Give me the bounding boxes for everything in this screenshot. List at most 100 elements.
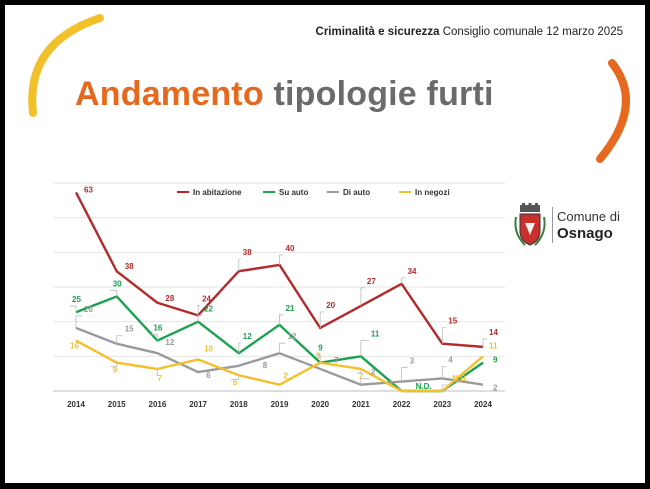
data-label: N.D. <box>452 374 468 383</box>
leader-line <box>316 354 321 363</box>
leader-line <box>75 315 82 328</box>
data-label: 12 <box>288 332 297 341</box>
x-tick-label: 2017 <box>189 400 207 409</box>
x-tick-label: 2015 <box>108 400 126 409</box>
series-line <box>75 339 484 393</box>
crest-icon <box>514 203 546 246</box>
yellow-arc <box>28 14 104 117</box>
data-label: 27 <box>367 277 376 286</box>
data-label: 25 <box>72 295 81 304</box>
leader-line <box>482 338 487 347</box>
data-label: 30 <box>113 279 122 288</box>
leader-line <box>319 311 325 328</box>
x-tick-label: 2022 <box>393 400 411 409</box>
data-label: 11 <box>371 329 380 338</box>
leader-line <box>155 368 158 376</box>
leader-line <box>70 305 77 313</box>
header-rest: Consiglio comunale 12 marzo 2025 <box>442 26 623 38</box>
logo-line1: Comune di <box>557 209 620 224</box>
leader-line <box>238 258 241 272</box>
leader-line <box>238 342 241 354</box>
leader-line <box>360 378 369 385</box>
x-tick-label: 2018 <box>230 400 248 409</box>
line-chart: 2014 2015 2016 2017 2018 2019 2020 2021 2022 2023… <box>53 182 505 409</box>
x-tick-label: 2016 <box>149 400 167 409</box>
decorative-arcs <box>28 14 630 163</box>
leader-line <box>279 254 284 265</box>
x-tick-label: 2014 <box>67 400 85 409</box>
leader-line <box>151 334 158 341</box>
data-label: 3 <box>410 357 415 366</box>
leader-line <box>360 287 365 306</box>
data-label: 9 <box>318 344 323 353</box>
x-tick-label: 2019 <box>271 400 289 409</box>
leader-line <box>401 277 406 284</box>
data-label: 7 <box>334 356 339 365</box>
leader-line <box>110 362 118 368</box>
leader-line <box>356 368 362 374</box>
data-label: 34 <box>408 267 417 276</box>
leader-line <box>197 315 203 322</box>
leader-line <box>279 342 286 354</box>
data-label: 11 <box>489 341 498 350</box>
page-title: Andamento tipologie furti <box>75 75 494 114</box>
data-label: 38 <box>125 262 134 271</box>
data-label: 7 <box>359 372 364 381</box>
data-label: 28 <box>165 294 174 303</box>
data-label: 22 <box>204 305 213 314</box>
leader-line <box>116 335 123 344</box>
header-caption: Criminalità e sicurezza Consiglio comuna… <box>316 26 623 38</box>
leader-line <box>110 290 118 297</box>
leader-line <box>279 314 284 325</box>
data-label: 12 <box>243 332 252 341</box>
legend-label: Su auto <box>279 188 308 197</box>
data-label: 15 <box>448 317 457 326</box>
slide: Criminalità e sicurezza Consiglio comuna… <box>5 5 645 483</box>
data-label: 4 <box>448 355 453 364</box>
title-part2: tipologie furti <box>273 75 494 113</box>
x-tick-label: 2023 <box>433 400 451 409</box>
data-label: 12 <box>165 338 174 347</box>
data-label: 5 <box>233 378 238 387</box>
data-label: 40 <box>286 244 295 253</box>
header-bold: Criminalità e sicurezza <box>315 26 440 38</box>
data-label: 2 <box>493 384 498 393</box>
x-tick-label: 2021 <box>352 400 370 409</box>
data-label: N.D. <box>416 382 432 391</box>
data-label: 20 <box>84 305 93 314</box>
data-label: 2 <box>284 372 289 381</box>
leader-line <box>230 375 240 380</box>
data-label: 8 <box>263 361 268 370</box>
leader-line <box>197 304 201 316</box>
data-label: 20 <box>326 301 335 310</box>
x-tick-label: 2024 <box>474 400 492 409</box>
data-label: 38 <box>243 248 252 257</box>
data-label: 24 <box>202 294 211 303</box>
data-label: 6 <box>206 371 211 380</box>
orange-arc <box>596 59 630 163</box>
data-label: 9 <box>316 352 321 361</box>
data-label: 10 <box>204 344 213 353</box>
data-label: 15 <box>125 325 134 334</box>
legend-label: Di auto <box>343 188 370 197</box>
title-part1: Andamento <box>75 75 264 113</box>
data-label: 63 <box>84 185 93 194</box>
leader-line <box>441 384 451 391</box>
leader-line <box>360 339 369 357</box>
data-label: 16 <box>70 342 79 351</box>
data-label: 9 <box>113 366 118 375</box>
data-label: 21 <box>286 304 295 313</box>
logo-line2: Osnago <box>557 225 613 242</box>
legend-label: In negozi <box>415 188 450 197</box>
logo-separator <box>552 207 553 243</box>
leader-line <box>441 327 447 344</box>
data-label: 16 <box>153 324 162 333</box>
leader-line <box>441 365 447 379</box>
data-label: 7 <box>157 374 162 383</box>
data-label: 14 <box>489 328 498 337</box>
data-label: 9 <box>493 356 498 365</box>
legend-label: In abitazione <box>193 188 242 197</box>
data-label: 2 <box>371 368 376 377</box>
municipality-logo: Comune di Osnago <box>513 203 625 249</box>
x-tick-label: 2020 <box>311 400 329 409</box>
